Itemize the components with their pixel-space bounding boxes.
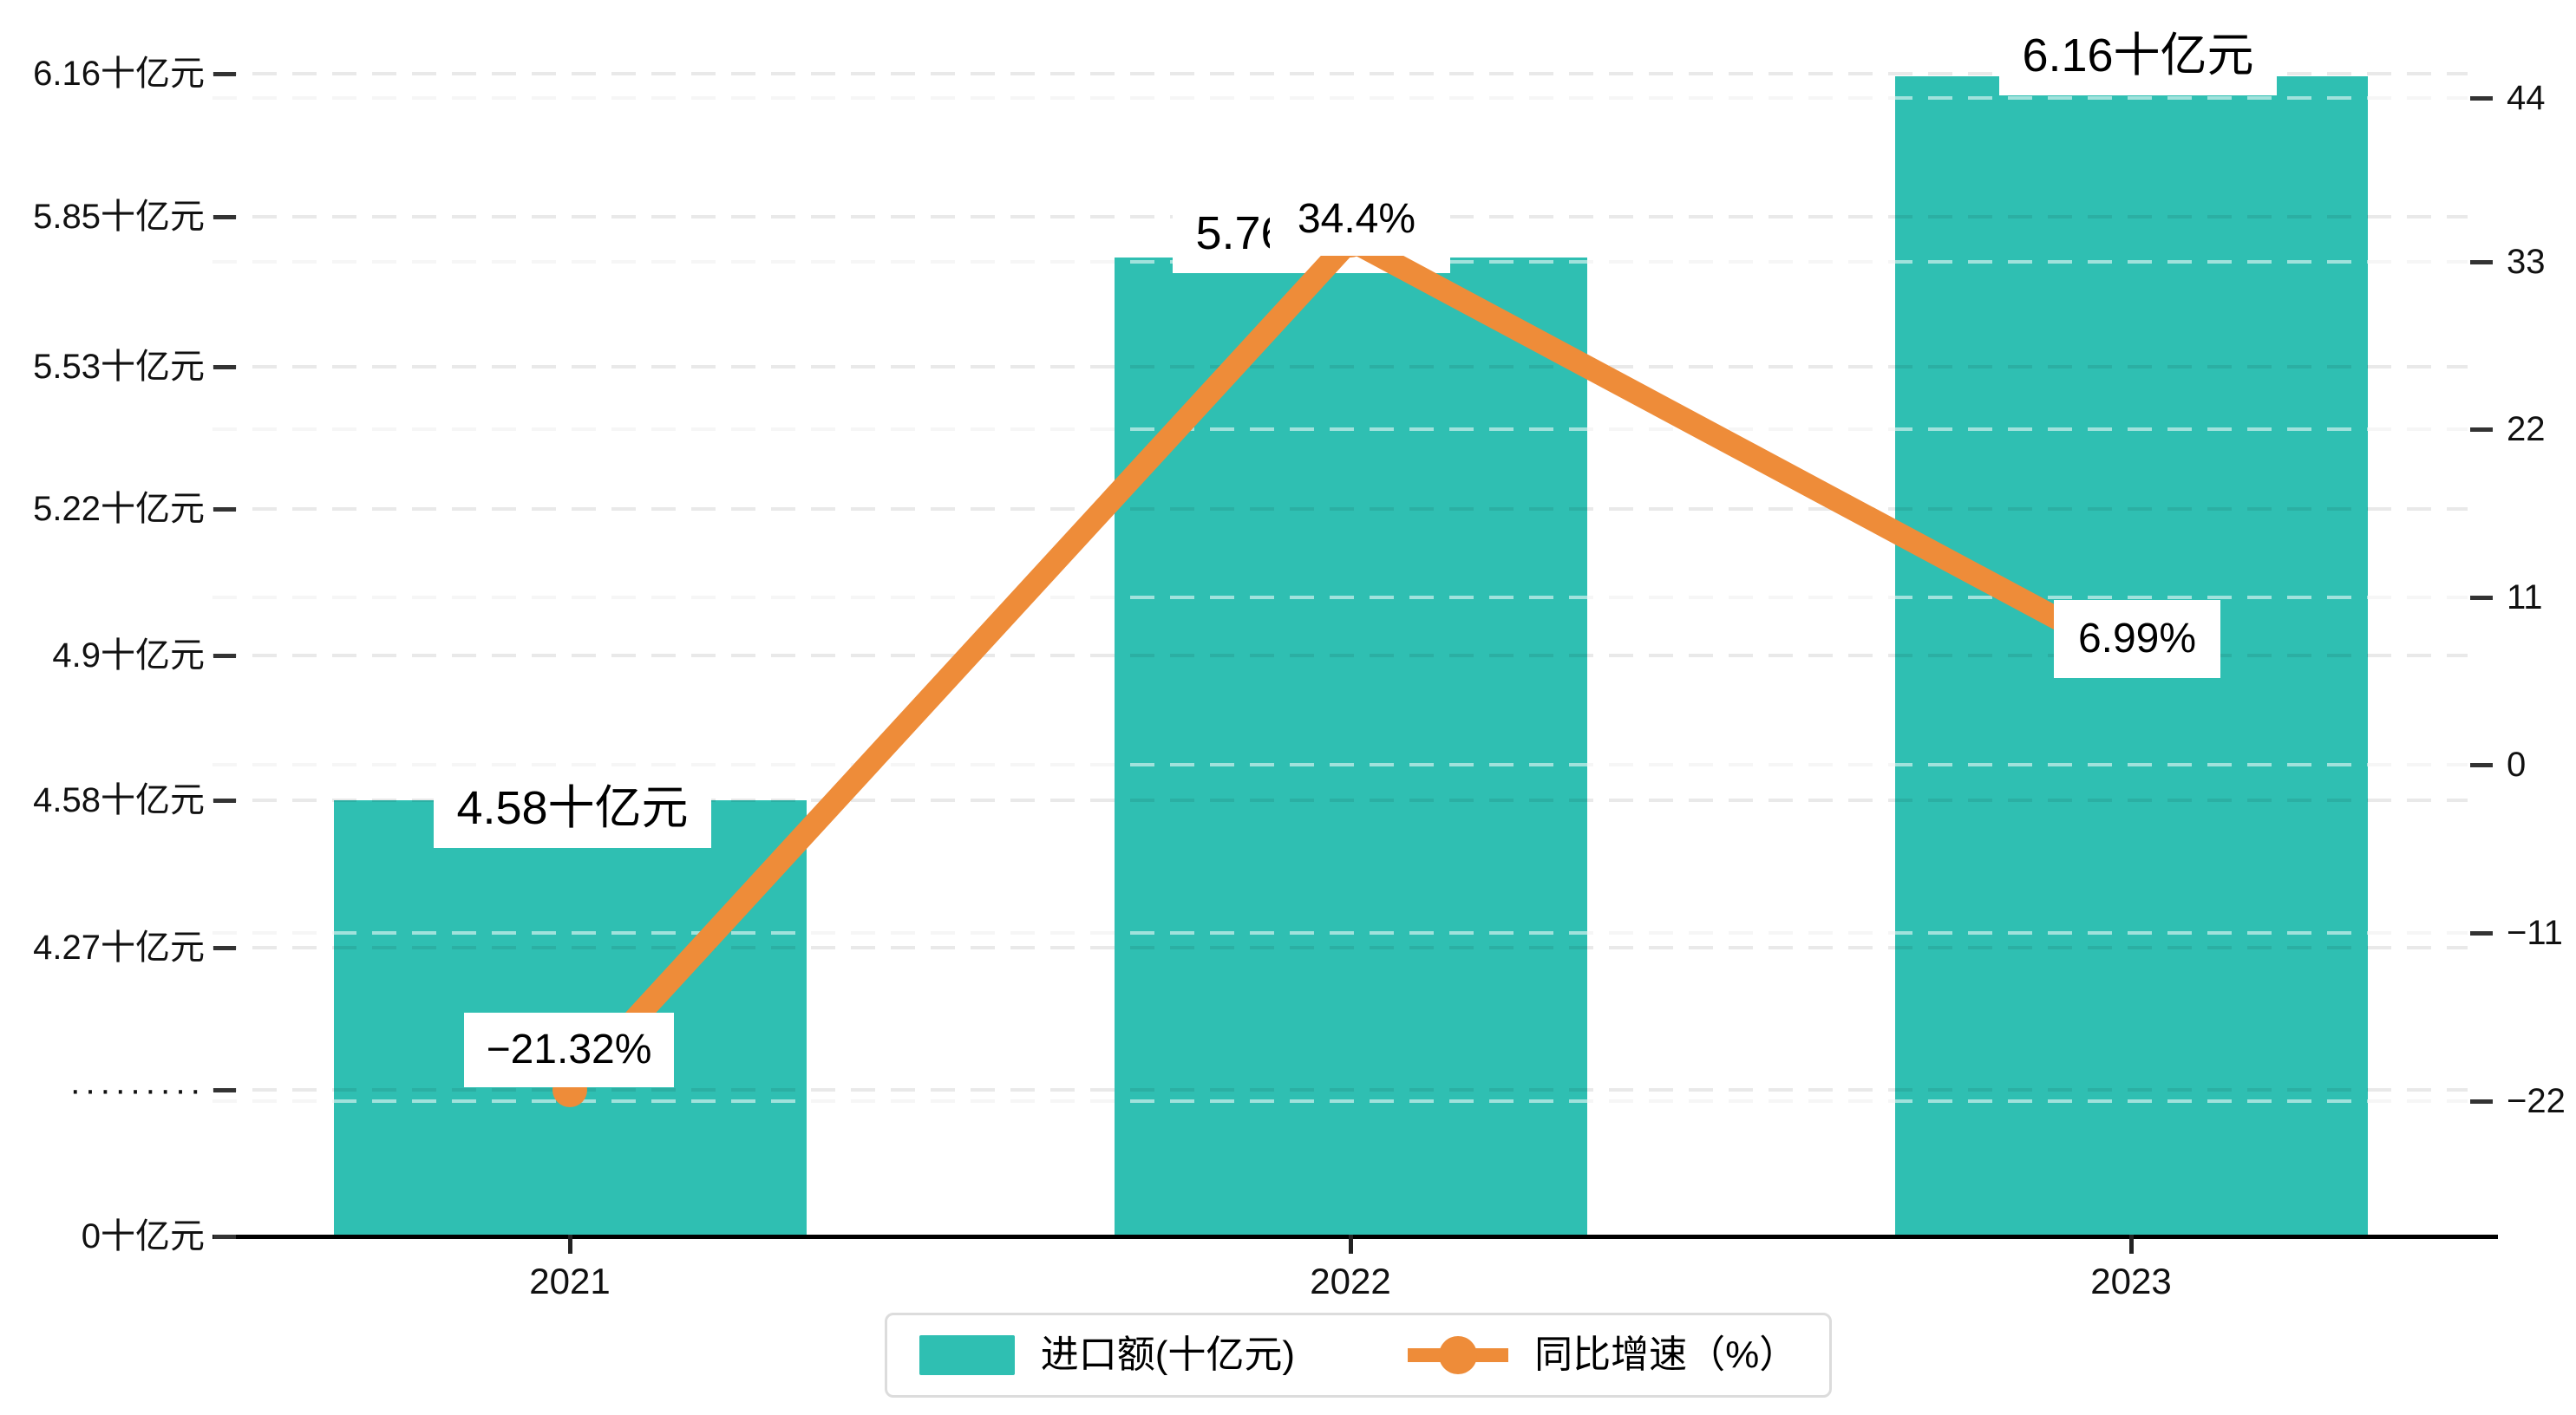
x-tick-2022	[1349, 1235, 1353, 1254]
legend-label: 进口额(十亿元)	[1040, 1333, 1296, 1376]
left-tick	[213, 1088, 236, 1092]
right-axis-label: 44	[2507, 79, 2546, 117]
left-axis-break-label: ·········	[69, 1071, 205, 1109]
left-axis-label: 4.27十亿元	[33, 929, 205, 967]
gridline	[212, 763, 2468, 766]
growth-label-2022: 34.4%	[1270, 183, 1443, 256]
gridline	[212, 654, 2468, 657]
right-axis-label: −22	[2507, 1082, 2566, 1120]
left-tick	[213, 72, 236, 76]
left-tick	[213, 654, 236, 658]
x-tick-2023	[2129, 1235, 2134, 1254]
left-axis-label: 5.22十亿元	[33, 490, 205, 528]
x-axis-label-2022: 2022	[1310, 1261, 1391, 1301]
x-axis-label-2023: 2023	[2090, 1261, 2172, 1301]
line-swatch-marker-icon	[1439, 1336, 1478, 1374]
gridline	[212, 96, 2468, 100]
left-axis-label: 0十亿元	[81, 1217, 205, 1255]
right-axis-label: 11	[2507, 578, 2543, 616]
left-axis-label: 5.85十亿元	[33, 198, 205, 236]
bar-value-label-2021: 4.58十亿元	[434, 768, 711, 848]
gridline	[212, 946, 2468, 949]
right-tick	[2470, 596, 2493, 600]
legend: 进口额(十亿元) 同比增速（%）	[885, 1313, 1832, 1398]
legend-label: 同比增速（%）	[1534, 1333, 1798, 1376]
right-tick	[2470, 260, 2493, 264]
left-tick	[213, 215, 236, 219]
left-axis-label: 4.9十亿元	[52, 636, 205, 675]
left-axis-label: 4.58十亿元	[33, 781, 205, 819]
gridline	[212, 931, 2468, 935]
gridline	[212, 1099, 2468, 1103]
x-axis-label-2021: 2021	[529, 1261, 611, 1301]
gridline	[212, 427, 2468, 431]
right-axis-label: 22	[2507, 410, 2546, 448]
bar-value-label-2023: 6.16十亿元	[1999, 16, 2277, 95]
line-series-swatch	[1408, 1334, 1509, 1376]
left-tick	[213, 799, 236, 803]
right-tick	[2470, 427, 2493, 432]
gridline	[212, 596, 2468, 599]
left-axis-label: 6.16十亿元	[33, 55, 205, 93]
right-axis-label: −11	[2507, 914, 2563, 952]
bar-series-swatch	[919, 1335, 1015, 1375]
gridline	[212, 507, 2468, 511]
gridline	[212, 365, 2468, 368]
right-tick	[2470, 1099, 2493, 1104]
right-tick	[2470, 96, 2493, 101]
legend-item-import-value[interactable]: 进口额(十亿元)	[919, 1333, 1295, 1378]
left-axis-label: 5.53十亿元	[33, 348, 205, 386]
x-axis-line	[212, 1235, 2498, 1239]
growth-label-2021: −21.32%	[464, 1013, 674, 1087]
right-axis-label: 0	[2507, 746, 2527, 784]
gridline	[212, 1088, 2468, 1092]
left-tick	[213, 365, 236, 369]
gridline	[212, 799, 2468, 802]
left-tick	[213, 1235, 236, 1239]
left-tick	[213, 507, 236, 512]
gridline	[212, 72, 2468, 75]
legend-item-growth-rate[interactable]: 同比增速（%）	[1408, 1333, 1797, 1378]
left-tick	[213, 946, 236, 950]
right-axis-label: 33	[2507, 243, 2546, 281]
right-tick	[2470, 763, 2493, 767]
right-tick	[2470, 931, 2493, 936]
x-tick-2021	[568, 1235, 572, 1254]
growth-label-2023: 6.99%	[2054, 600, 2220, 678]
